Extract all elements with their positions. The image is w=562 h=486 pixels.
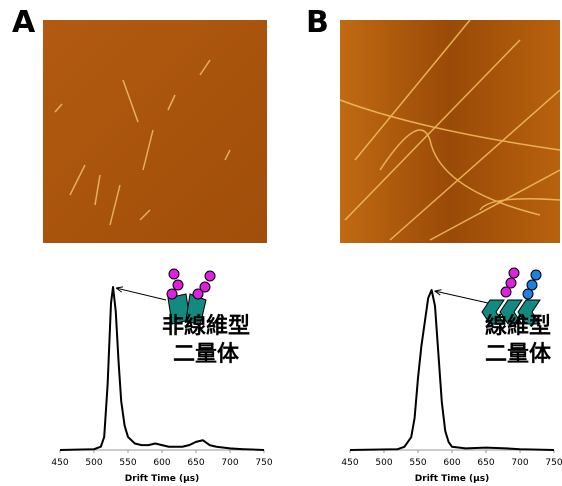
figure: 450 500 550 600 650 700 750 Drift Time (μs) A 非線維… [0, 0, 562, 486]
x-tick-label: 600 [443, 458, 460, 468]
panel-label: A [12, 5, 36, 40]
x-tick-label: 650 [187, 458, 204, 468]
x-tick-label: 700 [221, 458, 238, 468]
x-tick-label: 550 [119, 458, 136, 468]
x-tick-label: 450 [341, 458, 358, 468]
annotation-arrow [116, 288, 166, 300]
x-tick-label: 550 [409, 458, 426, 468]
trace-line [60, 287, 264, 450]
panel-label: B [306, 5, 329, 40]
annotation: 線維型 [485, 313, 551, 339]
annotation: 二量体 [173, 342, 240, 367]
x-tick-label: 450 [51, 458, 68, 468]
x-tick-label: 500 [375, 458, 392, 468]
annotation: 非線維型 [162, 313, 250, 339]
x-axis-label: Drift Time (μs) [125, 474, 199, 484]
annotation-arrow [435, 291, 488, 303]
annotation: 二量体 [485, 342, 552, 367]
x-tick-label: 700 [511, 458, 528, 468]
x-tick-label: 500 [85, 458, 102, 468]
x-tick-label: 750 [545, 458, 562, 468]
afm-image-b [340, 20, 560, 243]
x-tick-label: 750 [255, 458, 272, 468]
afm-image-a [43, 20, 267, 243]
x-axis-label: Drift Time (μs) [415, 474, 489, 484]
x-tick-label: 600 [153, 458, 170, 468]
x-tick-label: 650 [477, 458, 494, 468]
